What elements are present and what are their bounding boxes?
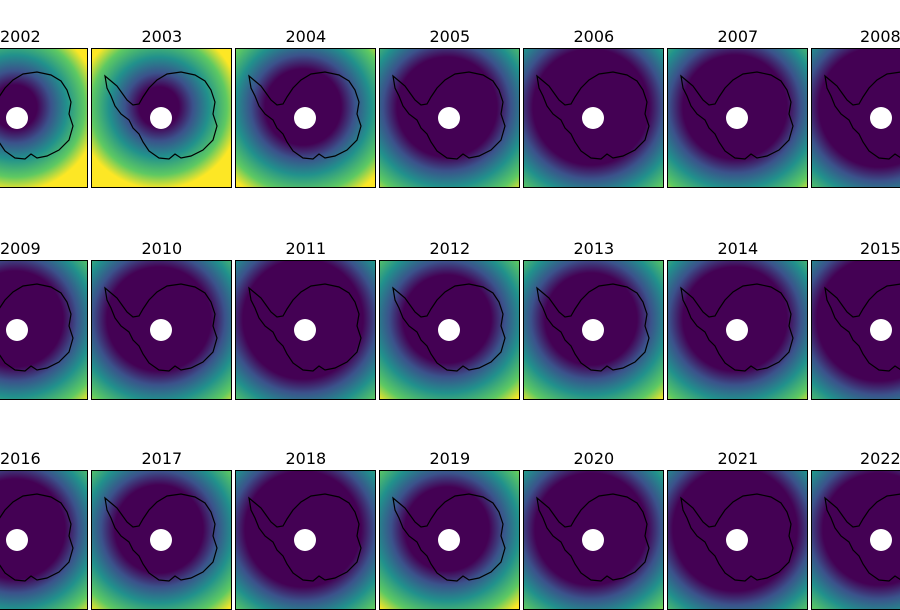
map-panel xyxy=(523,260,664,400)
pole-hole xyxy=(438,107,460,129)
pole-hole xyxy=(150,319,172,341)
map-panel xyxy=(667,48,808,188)
panel-title: 2010 xyxy=(142,239,182,258)
panel-title: 2002 xyxy=(0,27,40,46)
map-panel xyxy=(91,470,232,610)
pole-hole xyxy=(294,107,316,129)
pole-hole xyxy=(870,529,892,551)
panel-title: 2022 xyxy=(860,449,900,468)
map-panel xyxy=(667,260,808,400)
pole-hole xyxy=(726,319,748,341)
panel-title: 2008 xyxy=(860,27,900,46)
pole-hole xyxy=(870,319,892,341)
pole-hole xyxy=(726,529,748,551)
pole-hole xyxy=(870,107,892,129)
map-panel xyxy=(667,470,808,610)
panel-title: 2005 xyxy=(430,27,470,46)
panel-title: 2018 xyxy=(286,449,326,468)
map-panel xyxy=(235,470,376,610)
pole-hole xyxy=(582,529,604,551)
panel-title: 2013 xyxy=(574,239,614,258)
map-panel xyxy=(811,260,900,400)
pole-hole xyxy=(438,529,460,551)
map-panel xyxy=(235,48,376,188)
map-panel xyxy=(379,260,520,400)
pole-hole xyxy=(726,107,748,129)
pole-hole xyxy=(294,529,316,551)
panel-title: 2021 xyxy=(718,449,758,468)
map-panel xyxy=(811,470,900,610)
map-panel xyxy=(0,260,88,400)
map-panel xyxy=(379,48,520,188)
panel-title: 2017 xyxy=(142,449,182,468)
panel-title: 2006 xyxy=(574,27,614,46)
pole-hole xyxy=(294,319,316,341)
map-panel xyxy=(91,260,232,400)
map-panel xyxy=(0,48,88,188)
panel-title: 2009 xyxy=(0,239,40,258)
pole-hole xyxy=(582,319,604,341)
pole-hole xyxy=(150,107,172,129)
pole-hole xyxy=(582,107,604,129)
map-panel xyxy=(811,48,900,188)
map-panel xyxy=(523,470,664,610)
pole-hole xyxy=(6,529,28,551)
pole-hole xyxy=(150,529,172,551)
map-panel xyxy=(91,48,232,188)
panel-title: 2016 xyxy=(0,449,40,468)
panel-title: 2012 xyxy=(430,239,470,258)
pole-hole xyxy=(6,107,28,129)
panel-title: 2007 xyxy=(718,27,758,46)
panel-title: 2004 xyxy=(286,27,326,46)
panel-title: 2011 xyxy=(286,239,326,258)
map-panel xyxy=(379,470,520,610)
panel-title: 2014 xyxy=(718,239,758,258)
map-panel xyxy=(523,48,664,188)
panel-title: 2020 xyxy=(574,449,614,468)
pole-hole xyxy=(6,319,28,341)
map-panel xyxy=(0,470,88,610)
map-panel xyxy=(235,260,376,400)
panel-title: 2015 xyxy=(860,239,900,258)
panel-title: 2003 xyxy=(142,27,182,46)
panel-title: 2019 xyxy=(430,449,470,468)
pole-hole xyxy=(438,319,460,341)
